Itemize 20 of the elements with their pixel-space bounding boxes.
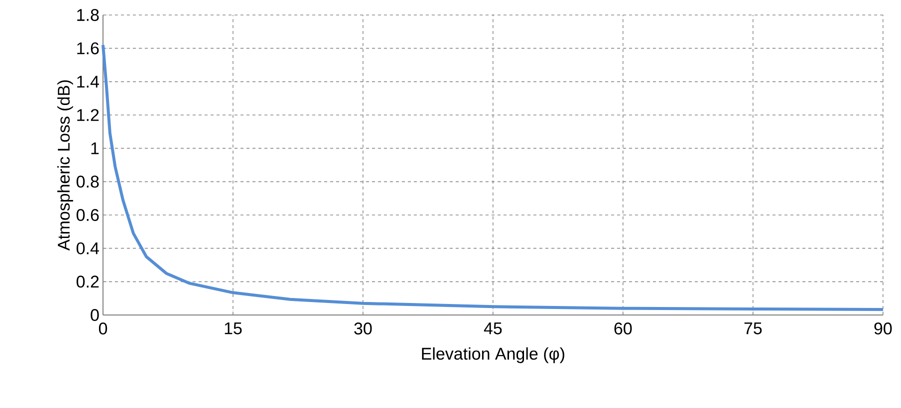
- x-tick-label: 45: [484, 322, 502, 334]
- x-tick-label: 75: [744, 322, 762, 334]
- x-tick-label: 30: [354, 322, 372, 335]
- x-tick-label: 60: [614, 322, 632, 335]
- x-tick-label: 0: [98, 322, 108, 335]
- y-tick-label: 1.6: [77, 42, 99, 54]
- line-series: [102, 44, 884, 311]
- y-tick-label: 0.2: [76, 276, 99, 288]
- y-tick-label: 1.8: [77, 9, 99, 21]
- y-axis-title: Atmospheric Loss (dB): [57, 80, 74, 251]
- x-axis-title: Elevation Angle (φ): [422, 347, 564, 364]
- y-tick-label: 0.8: [76, 176, 99, 188]
- y-tick-label: 0.4: [76, 242, 99, 254]
- x-tick-label: 90: [874, 322, 892, 335]
- y-tick-label: 1: [91, 142, 99, 154]
- y-tick-label: 0.6: [76, 209, 99, 221]
- x-tick-label: 15: [224, 322, 242, 334]
- y-tick-label: 1.2: [77, 109, 99, 121]
- y-tick-label: 0: [90, 309, 99, 321]
- y-tick-label: 1.4: [77, 76, 99, 88]
